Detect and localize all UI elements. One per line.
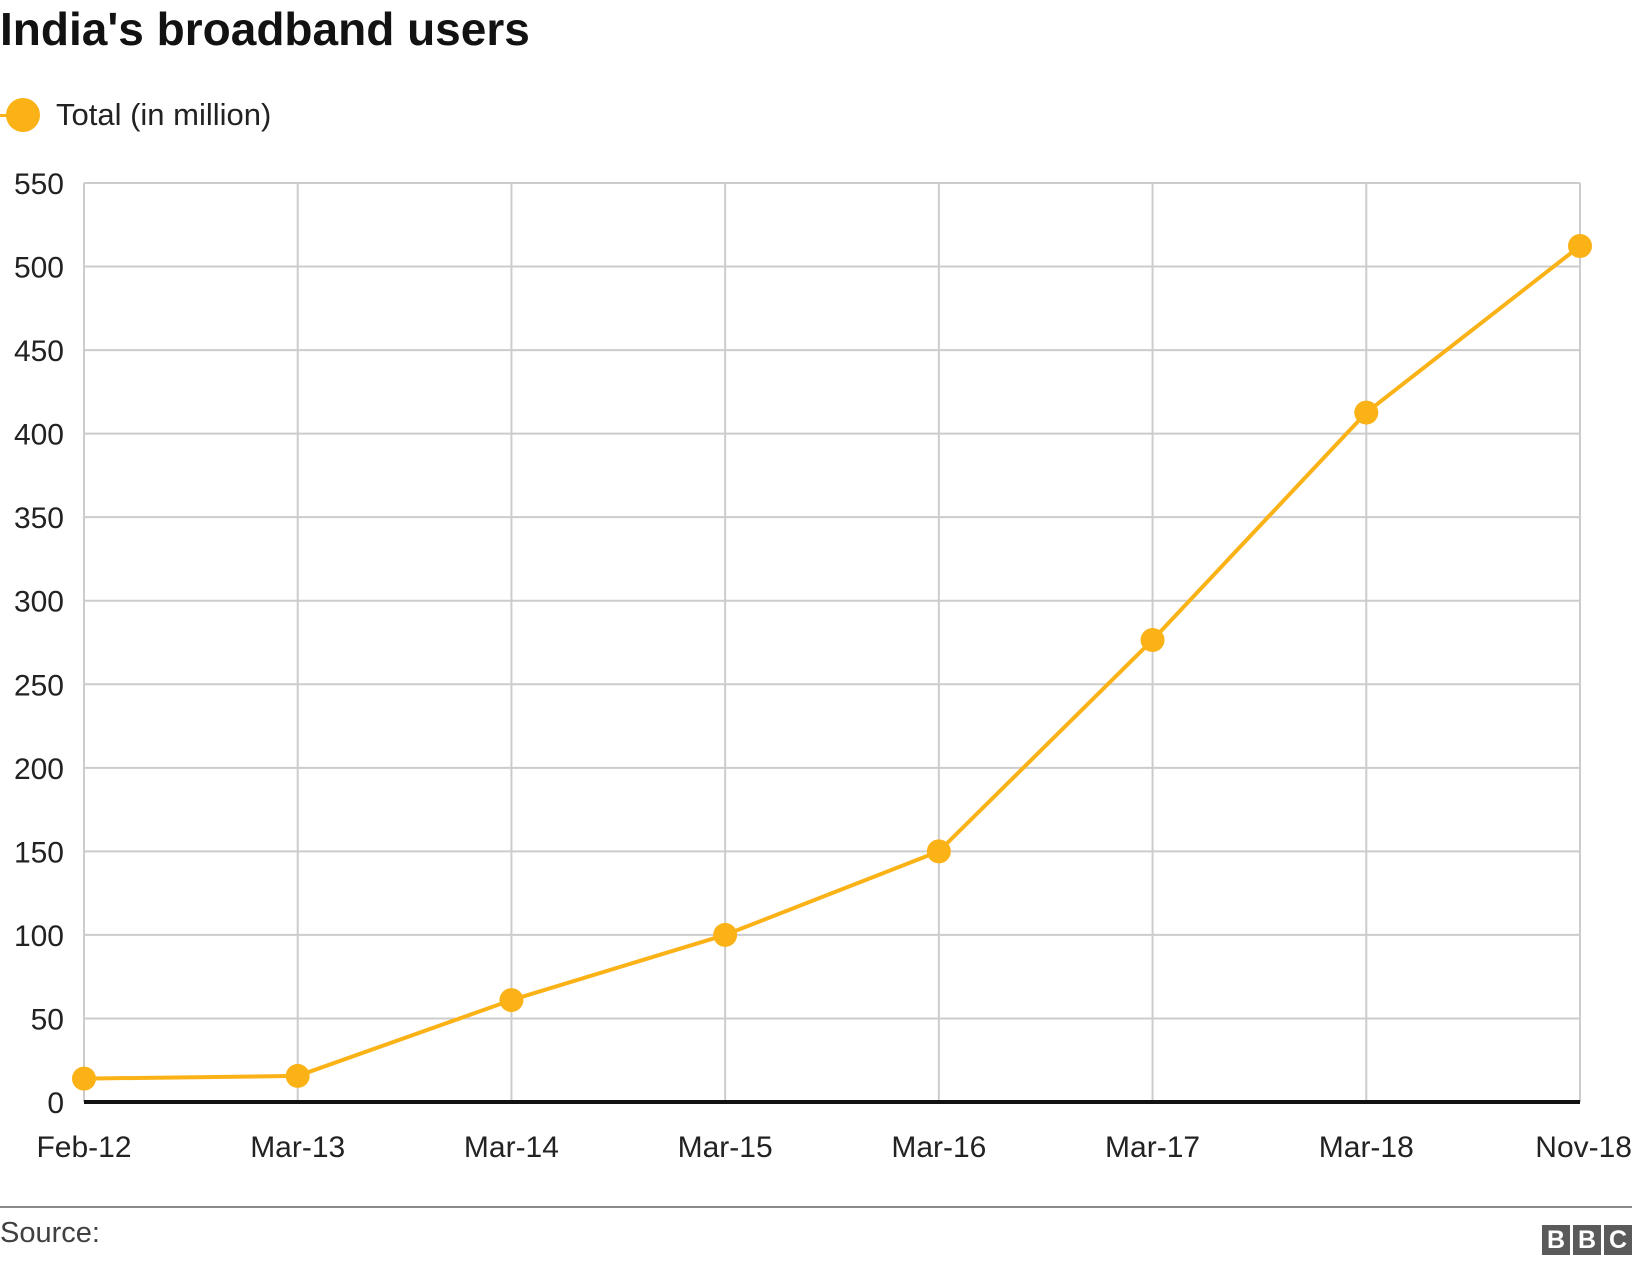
x-tick-label: Mar-15: [678, 1131, 773, 1164]
x-tick-label: Mar-17: [1105, 1131, 1200, 1164]
data-point: [1354, 400, 1379, 425]
y-tick-label: 300: [14, 586, 64, 619]
x-tick-label: Mar-16: [891, 1131, 986, 1164]
y-tick-label: 250: [14, 669, 64, 702]
legend-label: Total (in million): [56, 97, 272, 132]
x-axis-ticks: Feb-12 Mar-13 Mar-14 Mar-15 Mar-16 Mar-17 Mar-…: [36, 1131, 1632, 1164]
x-tick-label: Nov-18: [1535, 1131, 1632, 1164]
data-point: [713, 922, 738, 947]
data-points: [72, 233, 1592, 1091]
data-point: [72, 1066, 96, 1091]
footer-divider: [0, 1206, 1632, 1208]
x-tick-label: Feb-12: [36, 1131, 131, 1164]
x-tick-label: Mar-18: [1319, 1131, 1414, 1164]
logo-letter: B: [1573, 1225, 1601, 1255]
y-tick-label: 350: [14, 502, 64, 535]
logo-letter: C: [1604, 1225, 1632, 1255]
y-tick-label: 0: [47, 1087, 64, 1120]
grid-lines: [83, 182, 1581, 1102]
data-point: [926, 839, 951, 864]
line-chart: 0 50 100 150 200 250 300 350 400 450 500 550 Feb-12…: [14, 168, 1632, 1164]
legend: Total (in million): [0, 90, 271, 140]
y-tick-label: 150: [14, 836, 64, 869]
source-label: Source:: [0, 1217, 100, 1249]
data-point: [1568, 233, 1592, 258]
y-tick-label: 500: [14, 252, 64, 285]
chart-title: India's broadband users: [0, 3, 530, 55]
series-line: [83, 244, 1582, 1081]
data-point: [285, 1063, 310, 1088]
data-point: [499, 988, 524, 1013]
y-tick-label: 200: [14, 753, 64, 786]
y-tick-label: 100: [14, 920, 64, 953]
y-tick-label: 550: [14, 168, 64, 201]
logo-letter: B: [1542, 1225, 1570, 1255]
x-tick-label: Mar-13: [250, 1131, 345, 1164]
y-tick-label: 400: [14, 419, 64, 452]
data-point: [1140, 627, 1165, 652]
y-tick-label: 450: [14, 335, 64, 368]
legend-marker-icon: [0, 94, 42, 136]
x-tick-label: Mar-14: [464, 1131, 559, 1164]
bbc-logo: B B C: [1542, 1225, 1632, 1255]
y-tick-label: 50: [31, 1003, 64, 1036]
y-axis-ticks: 0 50 100 150 200 250 300 350 400 450 500 550: [14, 168, 64, 1120]
